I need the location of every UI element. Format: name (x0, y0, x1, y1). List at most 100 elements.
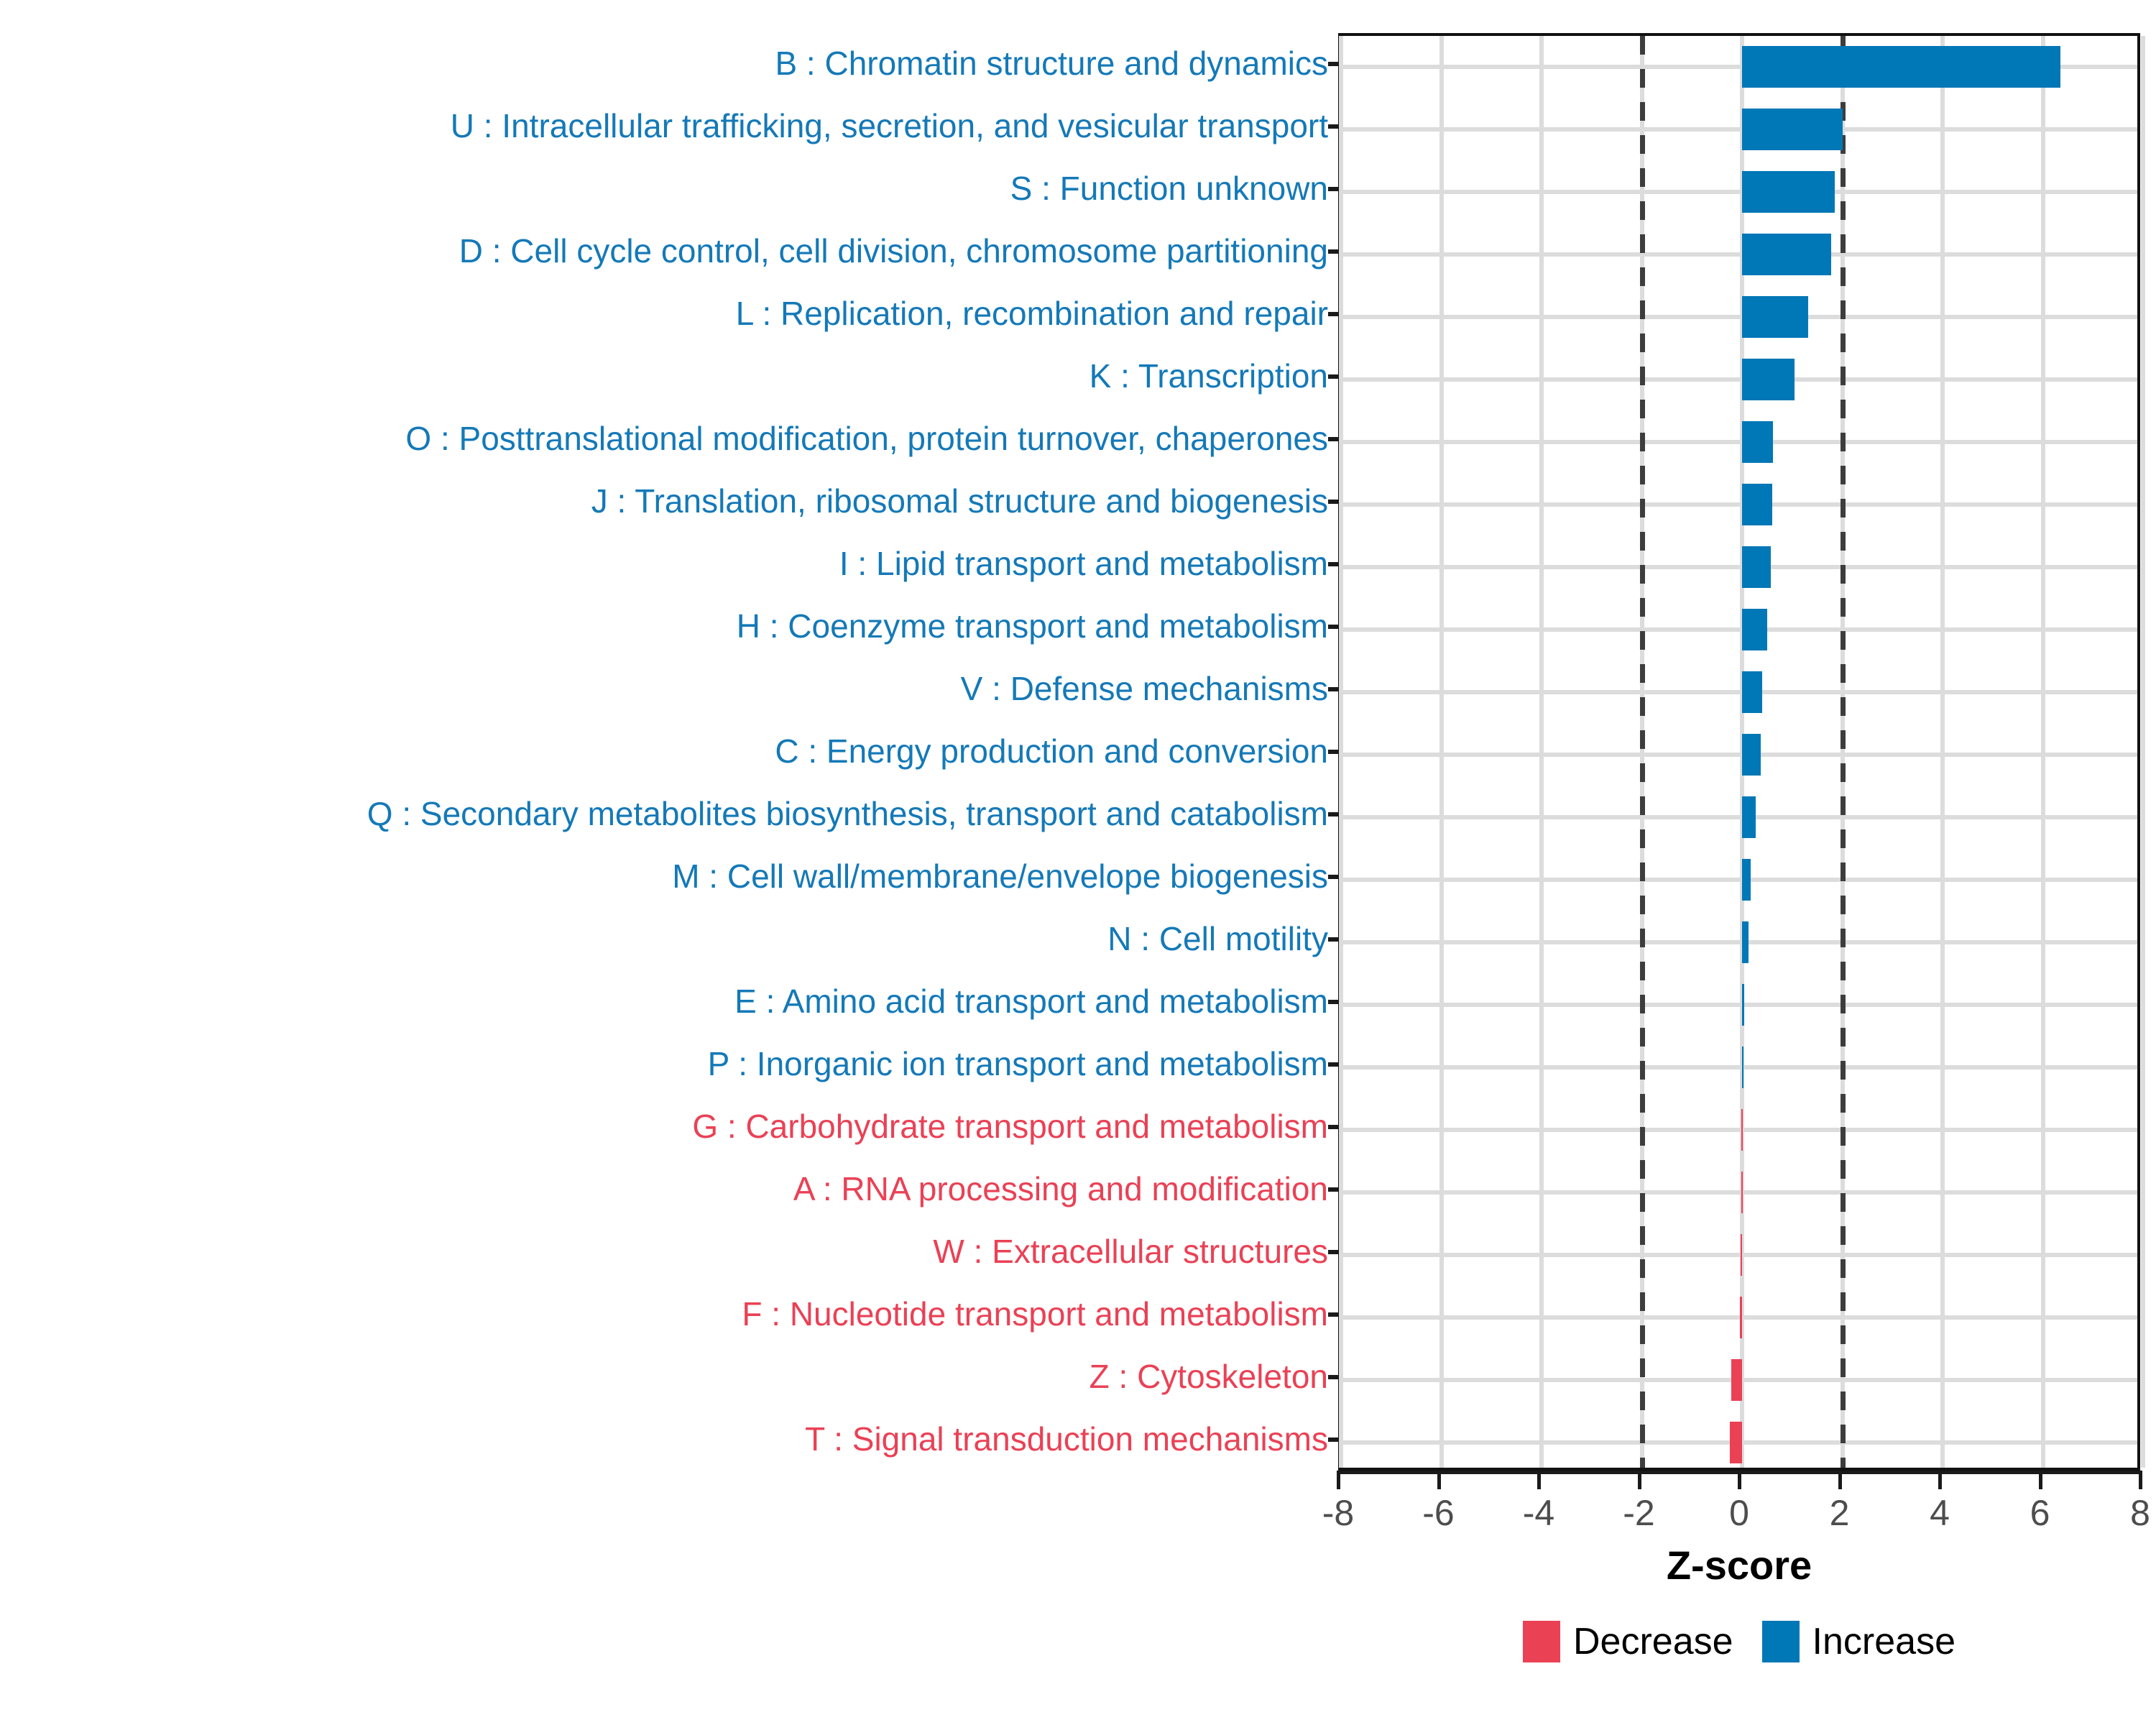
category-label: I : Lipid transport and metabolism (839, 545, 1328, 583)
y-axis-tick (1328, 811, 1338, 816)
bar (1742, 46, 2060, 88)
bar (1742, 796, 1756, 838)
category-label: V : Defense mechanisms (960, 670, 1328, 708)
x-axis-tick (1938, 1471, 1942, 1489)
vertical-gridline (2141, 36, 2145, 1468)
y-axis-tick (1328, 1187, 1338, 1192)
x-axis-tick-label: 2 (1829, 1493, 1850, 1533)
bar (1742, 296, 1809, 339)
bar (1742, 921, 1749, 963)
horizontal-gridline (1341, 315, 2137, 320)
x-axis-tick (2038, 1471, 2042, 1489)
x-axis-tick-label: -8 (1322, 1493, 1355, 1533)
y-axis-tick (1328, 312, 1338, 317)
category-label: T : Signal transduction mechanisms (805, 1420, 1328, 1458)
vertical-gridline (1439, 36, 1444, 1468)
y-axis-tick (1328, 562, 1338, 567)
y-axis-tick (1328, 1374, 1338, 1379)
y-axis-tick (1328, 999, 1338, 1004)
bar (1742, 421, 1774, 464)
horizontal-gridline (1341, 753, 2137, 757)
bar (1742, 734, 1761, 776)
category-label: C : Energy production and conversion (775, 732, 1328, 770)
horizontal-gridline (1341, 1127, 2137, 1132)
x-axis-tick (2139, 1471, 2142, 1489)
vertical-gridline (1539, 36, 1544, 1468)
horizontal-gridline (1341, 690, 2137, 695)
y-axis-tick (1328, 1437, 1338, 1442)
x-axis-tick-label: -4 (1522, 1493, 1555, 1533)
horizontal-gridline (1341, 127, 2137, 132)
reference-line (1639, 36, 1645, 1468)
bar (1742, 1046, 1744, 1088)
x-axis-title: Z-score (1666, 1542, 1812, 1588)
category-label: F : Nucleotide transport and metabolism (742, 1294, 1328, 1333)
y-axis-tick (1328, 1062, 1338, 1067)
x-axis-tick-label: 4 (1930, 1493, 1950, 1533)
bar (1731, 1358, 1742, 1401)
horizontal-gridline (1341, 1064, 2137, 1070)
category-label: J : Translation, ribosomal structure and… (591, 482, 1328, 520)
category-label: U : Intracellular trafficking, secretion… (450, 107, 1328, 145)
horizontal-gridline (1341, 627, 2137, 632)
category-label: G : Carbohydrate transport and metabolis… (692, 1107, 1328, 1145)
vertical-gridline (1940, 36, 1945, 1468)
horizontal-gridline (1341, 1315, 2137, 1320)
horizontal-gridline (1341, 440, 2137, 445)
legend-label: Increase (1812, 1621, 1955, 1662)
category-label-column: B : Chromatin structure and dynamics U : … (0, 33, 1338, 1471)
vertical-gridline (2040, 36, 2045, 1468)
y-axis-tick (1328, 1312, 1338, 1317)
bar (1742, 671, 1762, 714)
bar (1742, 109, 1843, 151)
category-label: Z : Cytoskeleton (1089, 1357, 1328, 1395)
horizontal-gridline (1341, 1190, 2137, 1195)
bar (1742, 858, 1751, 901)
y-axis-tick (1328, 1249, 1338, 1254)
x-axis-tick (1437, 1471, 1441, 1489)
bar (1740, 1296, 1742, 1338)
category-label: S : Function unknown (1010, 170, 1328, 208)
x-axis-tick (1537, 1471, 1541, 1489)
bar (1741, 1171, 1743, 1213)
x-axis-tick-label: 8 (2130, 1493, 2150, 1533)
horizontal-gridline (1341, 502, 2137, 507)
plot-panel (1338, 33, 2145, 1471)
x-axis: -8 -6 -4 -2 0 2 4 6 8 (1322, 1471, 2150, 1564)
category-label: A : RNA processing and modification (793, 1169, 1328, 1208)
bar (1729, 1421, 1742, 1463)
category-label: W : Extracellular structures (933, 1232, 1328, 1270)
y-axis-tick (1328, 437, 1338, 442)
bar (1742, 171, 1835, 213)
horizontal-gridline (1341, 65, 2137, 70)
category-label: L : Replication, recombination and repai… (735, 295, 1328, 333)
x-axis-tick (1637, 1471, 1641, 1489)
y-axis-tick (1328, 249, 1338, 254)
legend-label: Decrease (1572, 1621, 1733, 1662)
category-label: B : Chromatin structure and dynamics (775, 45, 1328, 83)
category-label: Q : Secondary metabolites biosynthesis, … (367, 794, 1328, 832)
horizontal-gridline (1341, 1002, 2137, 1007)
x-axis-tick-label: 0 (1729, 1493, 1749, 1533)
horizontal-gridline (1341, 377, 2137, 382)
category-label: E : Amino acid transport and metabolism (734, 982, 1328, 1020)
legend-swatch (1761, 1621, 1800, 1662)
category-label: K : Transcription (1089, 357, 1328, 395)
y-axis-tick (1328, 374, 1338, 380)
horizontal-gridline (1341, 939, 2137, 944)
legend-item: Decrease (1522, 1621, 1733, 1662)
x-axis-tick-label: -6 (1422, 1493, 1455, 1533)
y-axis-tick (1328, 687, 1338, 692)
horizontal-gridline (1341, 190, 2137, 195)
bar (1742, 234, 1832, 276)
horizontal-gridline (1341, 1252, 2137, 1257)
category-label: H : Coenzyme transport and metabolism (736, 607, 1328, 645)
y-axis-tick (1328, 500, 1338, 505)
y-axis-tick (1328, 874, 1338, 879)
category-label: N : Cell motility (1107, 919, 1328, 957)
horizontal-gridline (1341, 814, 2137, 819)
bar (1742, 484, 1772, 526)
bar (1742, 546, 1772, 589)
x-axis-tick (1337, 1471, 1340, 1489)
